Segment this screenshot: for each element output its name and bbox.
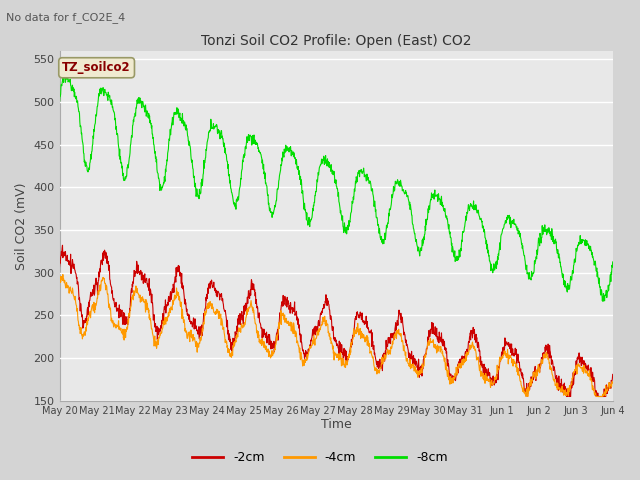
Y-axis label: Soil CO2 (mV): Soil CO2 (mV) bbox=[15, 182, 28, 269]
Title: Tonzi Soil CO2 Profile: Open (East) CO2: Tonzi Soil CO2 Profile: Open (East) CO2 bbox=[201, 34, 472, 48]
Text: TZ_soilco2: TZ_soilco2 bbox=[62, 61, 131, 74]
X-axis label: Time: Time bbox=[321, 419, 351, 432]
Legend: -2cm, -4cm, -8cm: -2cm, -4cm, -8cm bbox=[187, 446, 453, 469]
Text: No data for f_CO2E_4: No data for f_CO2E_4 bbox=[6, 12, 125, 23]
